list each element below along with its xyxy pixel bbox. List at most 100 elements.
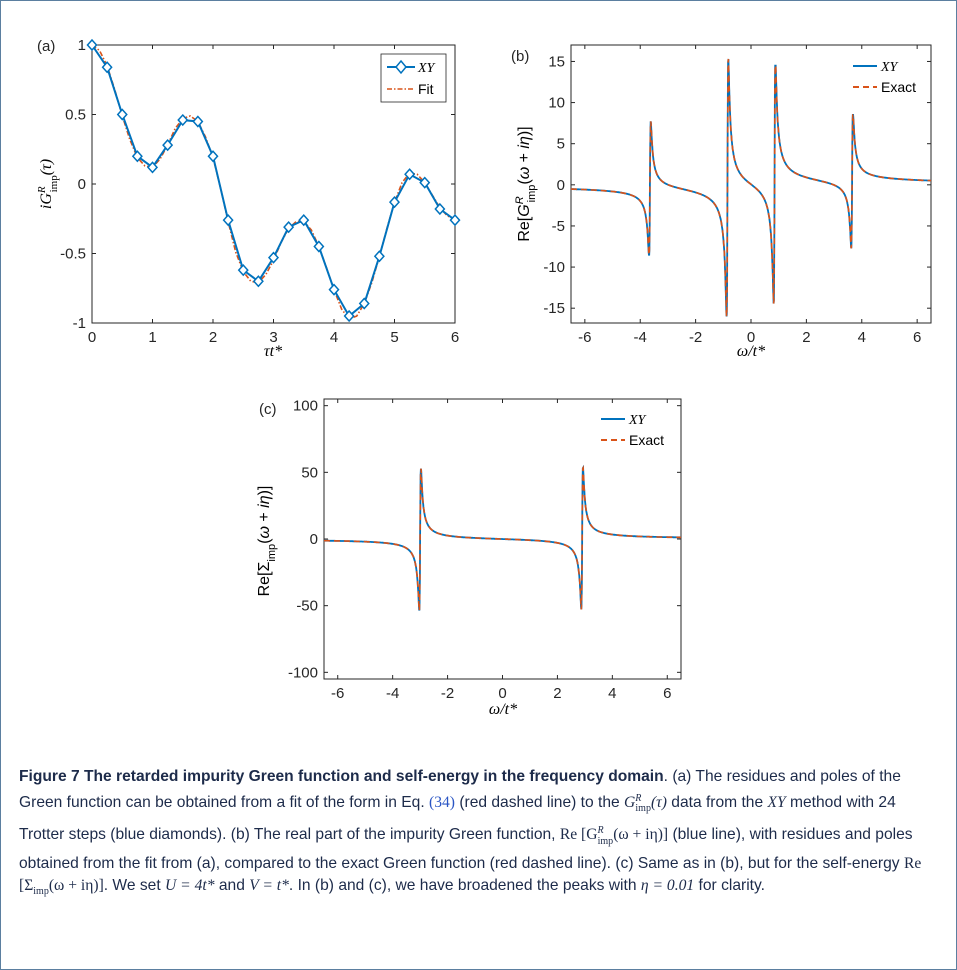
caption-math: V = t* xyxy=(249,876,289,894)
x-tick-label: -2 xyxy=(441,685,454,702)
legend-b-xy-label: XY xyxy=(880,60,900,75)
y-tick-label: -5 xyxy=(552,218,565,235)
xy-diamond-point xyxy=(298,214,310,227)
y-tick-label: 10 xyxy=(548,95,565,112)
x-tick-label: 0 xyxy=(498,685,506,702)
legend-fit-label: Fit xyxy=(418,81,434,97)
y-tick-label: -50 xyxy=(296,598,318,615)
y-tick-label: 0.5 xyxy=(65,107,86,124)
x-tick-label: 4 xyxy=(330,329,338,346)
x-tick-label: 5 xyxy=(390,329,398,346)
caption-text: . We set xyxy=(103,876,166,894)
caption-math: XY xyxy=(767,794,786,812)
x-tick-label: 2 xyxy=(553,685,561,702)
panel-a-ylabel: iGRimp(τ) xyxy=(36,159,60,209)
caption-text: . (a) The residues and poles of the Gree… xyxy=(19,768,901,812)
xy-diamond-point xyxy=(222,214,234,227)
panel-c: (c) -6 -4 -2 0 2 4 6 -100 -50 0 50 100 ω/t* Re[Σimp… xyxy=(256,398,682,718)
panel-b-legend: XY Exact xyxy=(853,60,916,95)
panel-c-legend: XY Exact xyxy=(601,413,664,448)
caption-title: Figure 7 The retarded impurity Green fun… xyxy=(19,768,664,785)
y-tick-label: -100 xyxy=(288,664,318,681)
figure-svg: (a) 0 1 2 3 4 5 6 -1 -0.5 0 0.5 1 τt* iGRimp(τ) XY … xyxy=(36,37,932,718)
caption-math: Re [Σimp(ω + iη)] xyxy=(19,854,922,897)
xy-diamond-point xyxy=(101,61,113,74)
x-tick-label: -6 xyxy=(331,685,344,702)
y-tick-label: 50 xyxy=(301,464,318,481)
xy-diamond-point xyxy=(237,264,249,277)
xy-diamond-point xyxy=(328,283,340,296)
y-tick-label: 100 xyxy=(293,398,318,415)
x-tick-label: 0 xyxy=(747,329,755,346)
caption-math: η = 0.01 xyxy=(640,876,695,894)
panel-c-xlabel: ω/t* xyxy=(489,701,517,718)
panel-a: (a) 0 1 2 3 4 5 6 -1 -0.5 0 0.5 1 τt* iGRimp(τ) XY … xyxy=(36,37,461,360)
xy-diamond-point xyxy=(267,251,280,264)
caption-text: (blue line), with residues and poles obt… xyxy=(19,826,913,872)
y-tick-label: 0 xyxy=(557,177,565,194)
xy-diamond-point xyxy=(116,108,128,121)
x-tick-label: 6 xyxy=(451,329,459,346)
xy-diamond-point xyxy=(162,138,174,152)
caption-math: Re [GRimp(ω + iη)] xyxy=(559,825,669,847)
panel-b-label: (b) xyxy=(511,48,529,65)
series-exact-line xyxy=(324,465,681,611)
xy-diamond-point xyxy=(131,150,143,163)
y-tick-label: -15 xyxy=(543,300,565,317)
y-tick-label: -1 xyxy=(73,315,86,332)
caption-text: and xyxy=(214,876,250,894)
caption-math: U = 4t* xyxy=(165,876,215,894)
panel-c-label: (c) xyxy=(259,401,277,418)
caption-text: (red dashed line) to the xyxy=(454,794,625,812)
x-tick-label: -4 xyxy=(634,329,647,346)
panel-a-label: (a) xyxy=(37,38,55,55)
caption-text: method with 24 Trotter steps (blue diamo… xyxy=(19,794,896,844)
xy-diamond-point xyxy=(358,297,370,310)
series-xy-line xyxy=(571,58,931,317)
caption-text: . In (b) and (c), we have broadened the … xyxy=(288,876,641,894)
legend-b-exact-label: Exact xyxy=(881,79,916,95)
y-tick-label: 1 xyxy=(78,37,86,54)
panel-a-legend: XY Fit xyxy=(380,53,447,103)
x-tick-label: 6 xyxy=(663,685,671,702)
x-tick-label: 0 xyxy=(88,329,96,346)
legend-c-exact-label: Exact xyxy=(629,432,664,448)
x-tick-label: 2 xyxy=(209,329,217,346)
x-tick-label: 2 xyxy=(802,329,810,346)
panel-b-ylabel: Re[GRimp(ω + iη)] xyxy=(514,126,538,241)
xy-diamond-point xyxy=(283,220,295,234)
xy-diamond-point xyxy=(86,38,98,52)
xy-diamond-point xyxy=(434,202,446,216)
legend-c-xy-label: XY xyxy=(628,413,648,428)
xy-diamond-point xyxy=(449,214,461,227)
caption-math: GRimp(τ) xyxy=(624,793,667,815)
x-tick-label: 6 xyxy=(913,329,921,346)
equation-link[interactable]: (34) xyxy=(429,794,455,812)
x-tick-label: 1 xyxy=(148,329,156,346)
panel-b-xlabel: ω/t* xyxy=(737,343,765,360)
y-tick-label: 0 xyxy=(78,176,86,193)
y-tick-label: 0 xyxy=(310,531,318,548)
panel-a-xlabel: τt* xyxy=(264,343,282,360)
xy-diamond-point xyxy=(207,150,219,163)
caption-text: data from the xyxy=(666,794,768,812)
xy-diamond-point xyxy=(373,250,385,263)
series-xy-line xyxy=(324,464,681,611)
xy-diamond-point xyxy=(192,115,204,128)
x-tick-label: 4 xyxy=(858,329,866,346)
series-exact-line xyxy=(571,58,931,317)
xy-diamond-point xyxy=(419,176,431,189)
x-tick-label: -6 xyxy=(578,329,591,346)
x-tick-label: -4 xyxy=(386,685,399,702)
xy-diamond-point xyxy=(313,240,325,253)
y-tick-label: 15 xyxy=(548,53,565,70)
caption-text: for clarity. xyxy=(694,876,765,894)
y-tick-label: 5 xyxy=(557,136,565,153)
y-tick-label: -10 xyxy=(543,259,565,276)
xy-diamond-point xyxy=(388,195,401,209)
panel-b: (b) -6 -4 -2 0 2 4 6 -15 -10 -5 0 5 10 15 ω/t* Re[GRi… xyxy=(511,44,932,360)
x-tick-label: -2 xyxy=(689,329,702,346)
legend-diamond-marker xyxy=(395,59,407,75)
panel-c-ylabel: Re[Σimp(ω + iη)] xyxy=(256,486,278,597)
